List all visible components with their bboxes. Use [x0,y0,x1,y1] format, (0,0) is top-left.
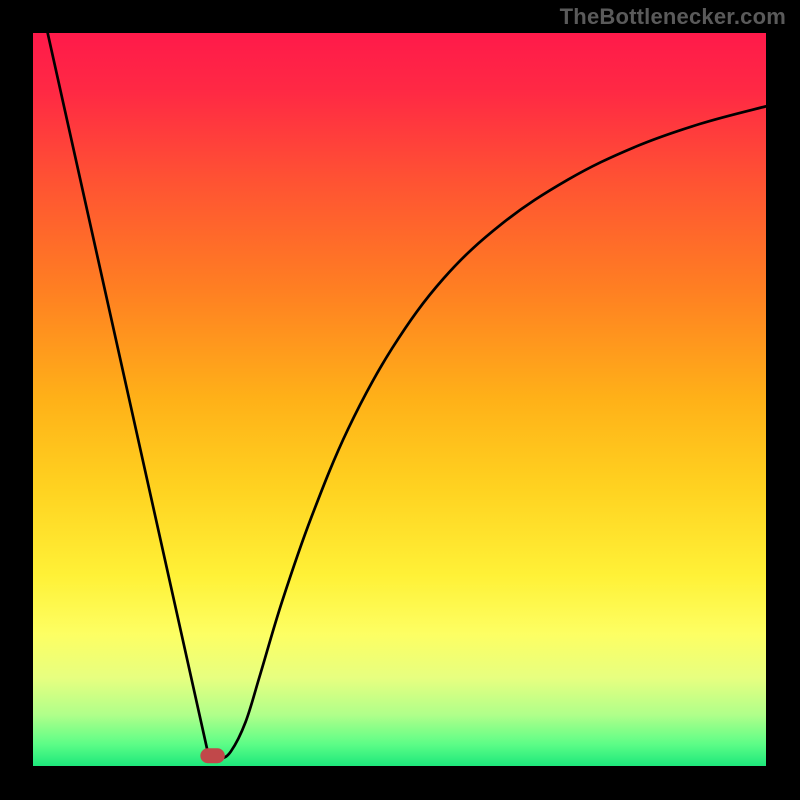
minimum-marker [201,749,224,763]
watermark-text: TheBottlenecker.com [560,4,786,30]
chart-frame: TheBottlenecker.com [0,0,800,800]
plot-area [33,33,766,766]
plot-svg [33,33,766,766]
plot-background [33,33,766,766]
